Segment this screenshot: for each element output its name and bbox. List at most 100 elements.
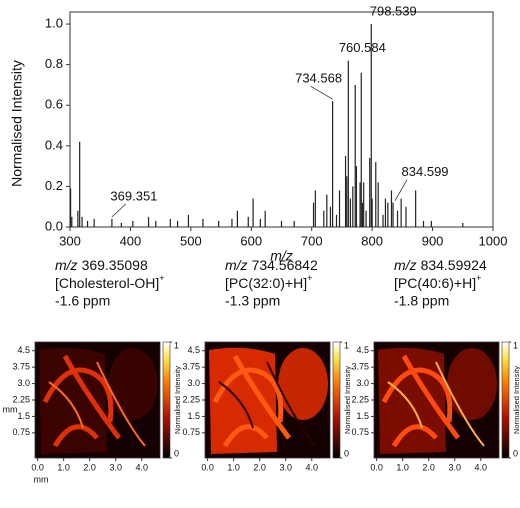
- charge: +: [307, 273, 312, 283]
- x-tick-label: 900: [422, 233, 444, 248]
- y-tick-label: 0.75: [182, 427, 200, 437]
- charge: +: [159, 273, 164, 283]
- x-tick-label: 4.0: [306, 462, 319, 472]
- title-italic: m/z: [225, 257, 248, 273]
- ppm-label: -1.8 ppm: [394, 293, 449, 309]
- y-tick-label: 4.5: [356, 345, 369, 355]
- ion: [PC(40:6)+H]: [394, 275, 476, 291]
- leader-line: [310, 85, 333, 100]
- tissue-lobe: [278, 348, 328, 420]
- peak-annotation: 834.599: [402, 164, 449, 179]
- tissue-fold: [381, 354, 461, 448]
- peak-annotation: 760.584: [339, 40, 386, 55]
- ppm-label: -1.6 ppm: [55, 293, 110, 309]
- y-tick-label: 1.5: [187, 411, 200, 421]
- colorbar-tick-label: 1: [344, 340, 349, 350]
- y-tick-label: 3.0: [356, 378, 369, 388]
- colorbar: [332, 341, 341, 459]
- x-tick-label: 3.0: [448, 462, 461, 472]
- y-axis-label: Normalised Intensity: [9, 60, 25, 187]
- y-tick-label: 4.5: [17, 345, 30, 355]
- charge: +: [476, 273, 481, 283]
- colorbar-tick-label: 1: [174, 340, 179, 350]
- y-tick-label: 3.75: [12, 362, 30, 372]
- x-tick-label: 3.0: [109, 462, 122, 472]
- y-tick-label: 1.5: [356, 411, 369, 421]
- y-tick-label: 2.25: [182, 394, 200, 404]
- y-tick-label: 0.6: [45, 97, 63, 112]
- y-tick-label: 0.75: [12, 427, 30, 437]
- y-tick-label: 0.75: [351, 427, 369, 437]
- peak-annotation: 734.568: [295, 71, 342, 86]
- ion-label: [PC(32:0)+H]+: [225, 273, 312, 290]
- tissue-edge: [48, 361, 146, 447]
- colorbar-label: Normalised Intensity: [512, 366, 520, 434]
- title-mz: 834.59924: [421, 257, 487, 273]
- y-tick-label: 3.75: [182, 362, 200, 372]
- tissue-lobe: [447, 348, 497, 420]
- ion-label: [Cholesterol-OH]+: [55, 273, 165, 290]
- colorbar-label: Normalised Intensity: [343, 366, 352, 434]
- x-tick-label: 600: [240, 233, 262, 248]
- y-tick-label: 1.5: [17, 411, 30, 421]
- colorbar-tick-label: 0: [344, 448, 349, 458]
- y-tick-label: 1.0: [45, 15, 63, 30]
- y-tick-label: 3.0: [187, 378, 200, 388]
- tissue-edge: [387, 361, 485, 447]
- panel-title: m/z 734.56842: [225, 257, 318, 273]
- y-tick-label: 0.8: [45, 56, 63, 71]
- x-tick-label: 0.0: [201, 462, 214, 472]
- x-tick-label: 2.0: [83, 462, 96, 472]
- x-tick-label: 0.0: [370, 462, 383, 472]
- colorbar: [501, 341, 510, 459]
- ms-image-pixels: [35, 342, 160, 458]
- peak-annotation: 798.539: [370, 3, 417, 18]
- title-mz: 369.35098: [82, 257, 148, 273]
- y-tick-label: 3.0: [17, 378, 30, 388]
- title-italic: m/z: [394, 257, 417, 273]
- y-tick-label: 0.2: [45, 178, 63, 193]
- y-tick-label: 4.5: [187, 345, 200, 355]
- x-tick-label: 4.0: [136, 462, 149, 472]
- x-tick-label: 3.0: [279, 462, 292, 472]
- x-tick-label: 500: [180, 233, 202, 248]
- x-tick-label: 400: [120, 233, 142, 248]
- x-axis-label: mm: [34, 474, 49, 484]
- x-tick-label: 800: [361, 233, 383, 248]
- y-tick-label: 3.75: [351, 362, 369, 372]
- tissue-lobe: [108, 348, 158, 420]
- y-tick-label: 2.25: [351, 394, 369, 404]
- colorbar-tick-label: 0: [174, 448, 179, 458]
- x-tick-label: 2.0: [422, 462, 435, 472]
- tissue-fold: [212, 354, 292, 448]
- x-axis-label: m/z: [270, 248, 293, 264]
- ion: [Cholesterol-OH]: [55, 275, 159, 291]
- y-tick-label: 0.0: [45, 218, 63, 233]
- colorbar-tick-label: 1: [513, 340, 518, 350]
- colorbar-tick-label: 0: [513, 448, 518, 458]
- ppm-label: -1.3 ppm: [225, 293, 280, 309]
- x-tick-label: 700: [301, 233, 323, 248]
- leader-line: [394, 179, 408, 201]
- x-tick-label: 4.0: [475, 462, 488, 472]
- x-tick-label: 1.0: [396, 462, 409, 472]
- colorbar-label: Normalised Intensity: [173, 366, 182, 434]
- ms-image-pixels: [205, 342, 330, 458]
- leader-line: [111, 203, 127, 218]
- peak-annotation: 369.351: [110, 188, 157, 203]
- x-tick-label: 0.0: [31, 462, 44, 472]
- ion-label: [PC(40:6)+H]+: [394, 273, 481, 290]
- x-tick-label: 1.0: [227, 462, 240, 472]
- colorbar: [162, 341, 171, 459]
- tissue-edge: [218, 361, 316, 447]
- x-tick-label: 1.0: [57, 462, 70, 472]
- title-italic: m/z: [55, 257, 78, 273]
- y-tick-label: 0.4: [45, 137, 63, 152]
- ms-image-pixels: [374, 342, 499, 458]
- y-axis-label: mm: [3, 404, 18, 414]
- title-mz: 734.56842: [252, 257, 318, 273]
- panel-title: m/z 369.35098: [55, 257, 148, 273]
- x-tick-label: 1000: [479, 233, 508, 248]
